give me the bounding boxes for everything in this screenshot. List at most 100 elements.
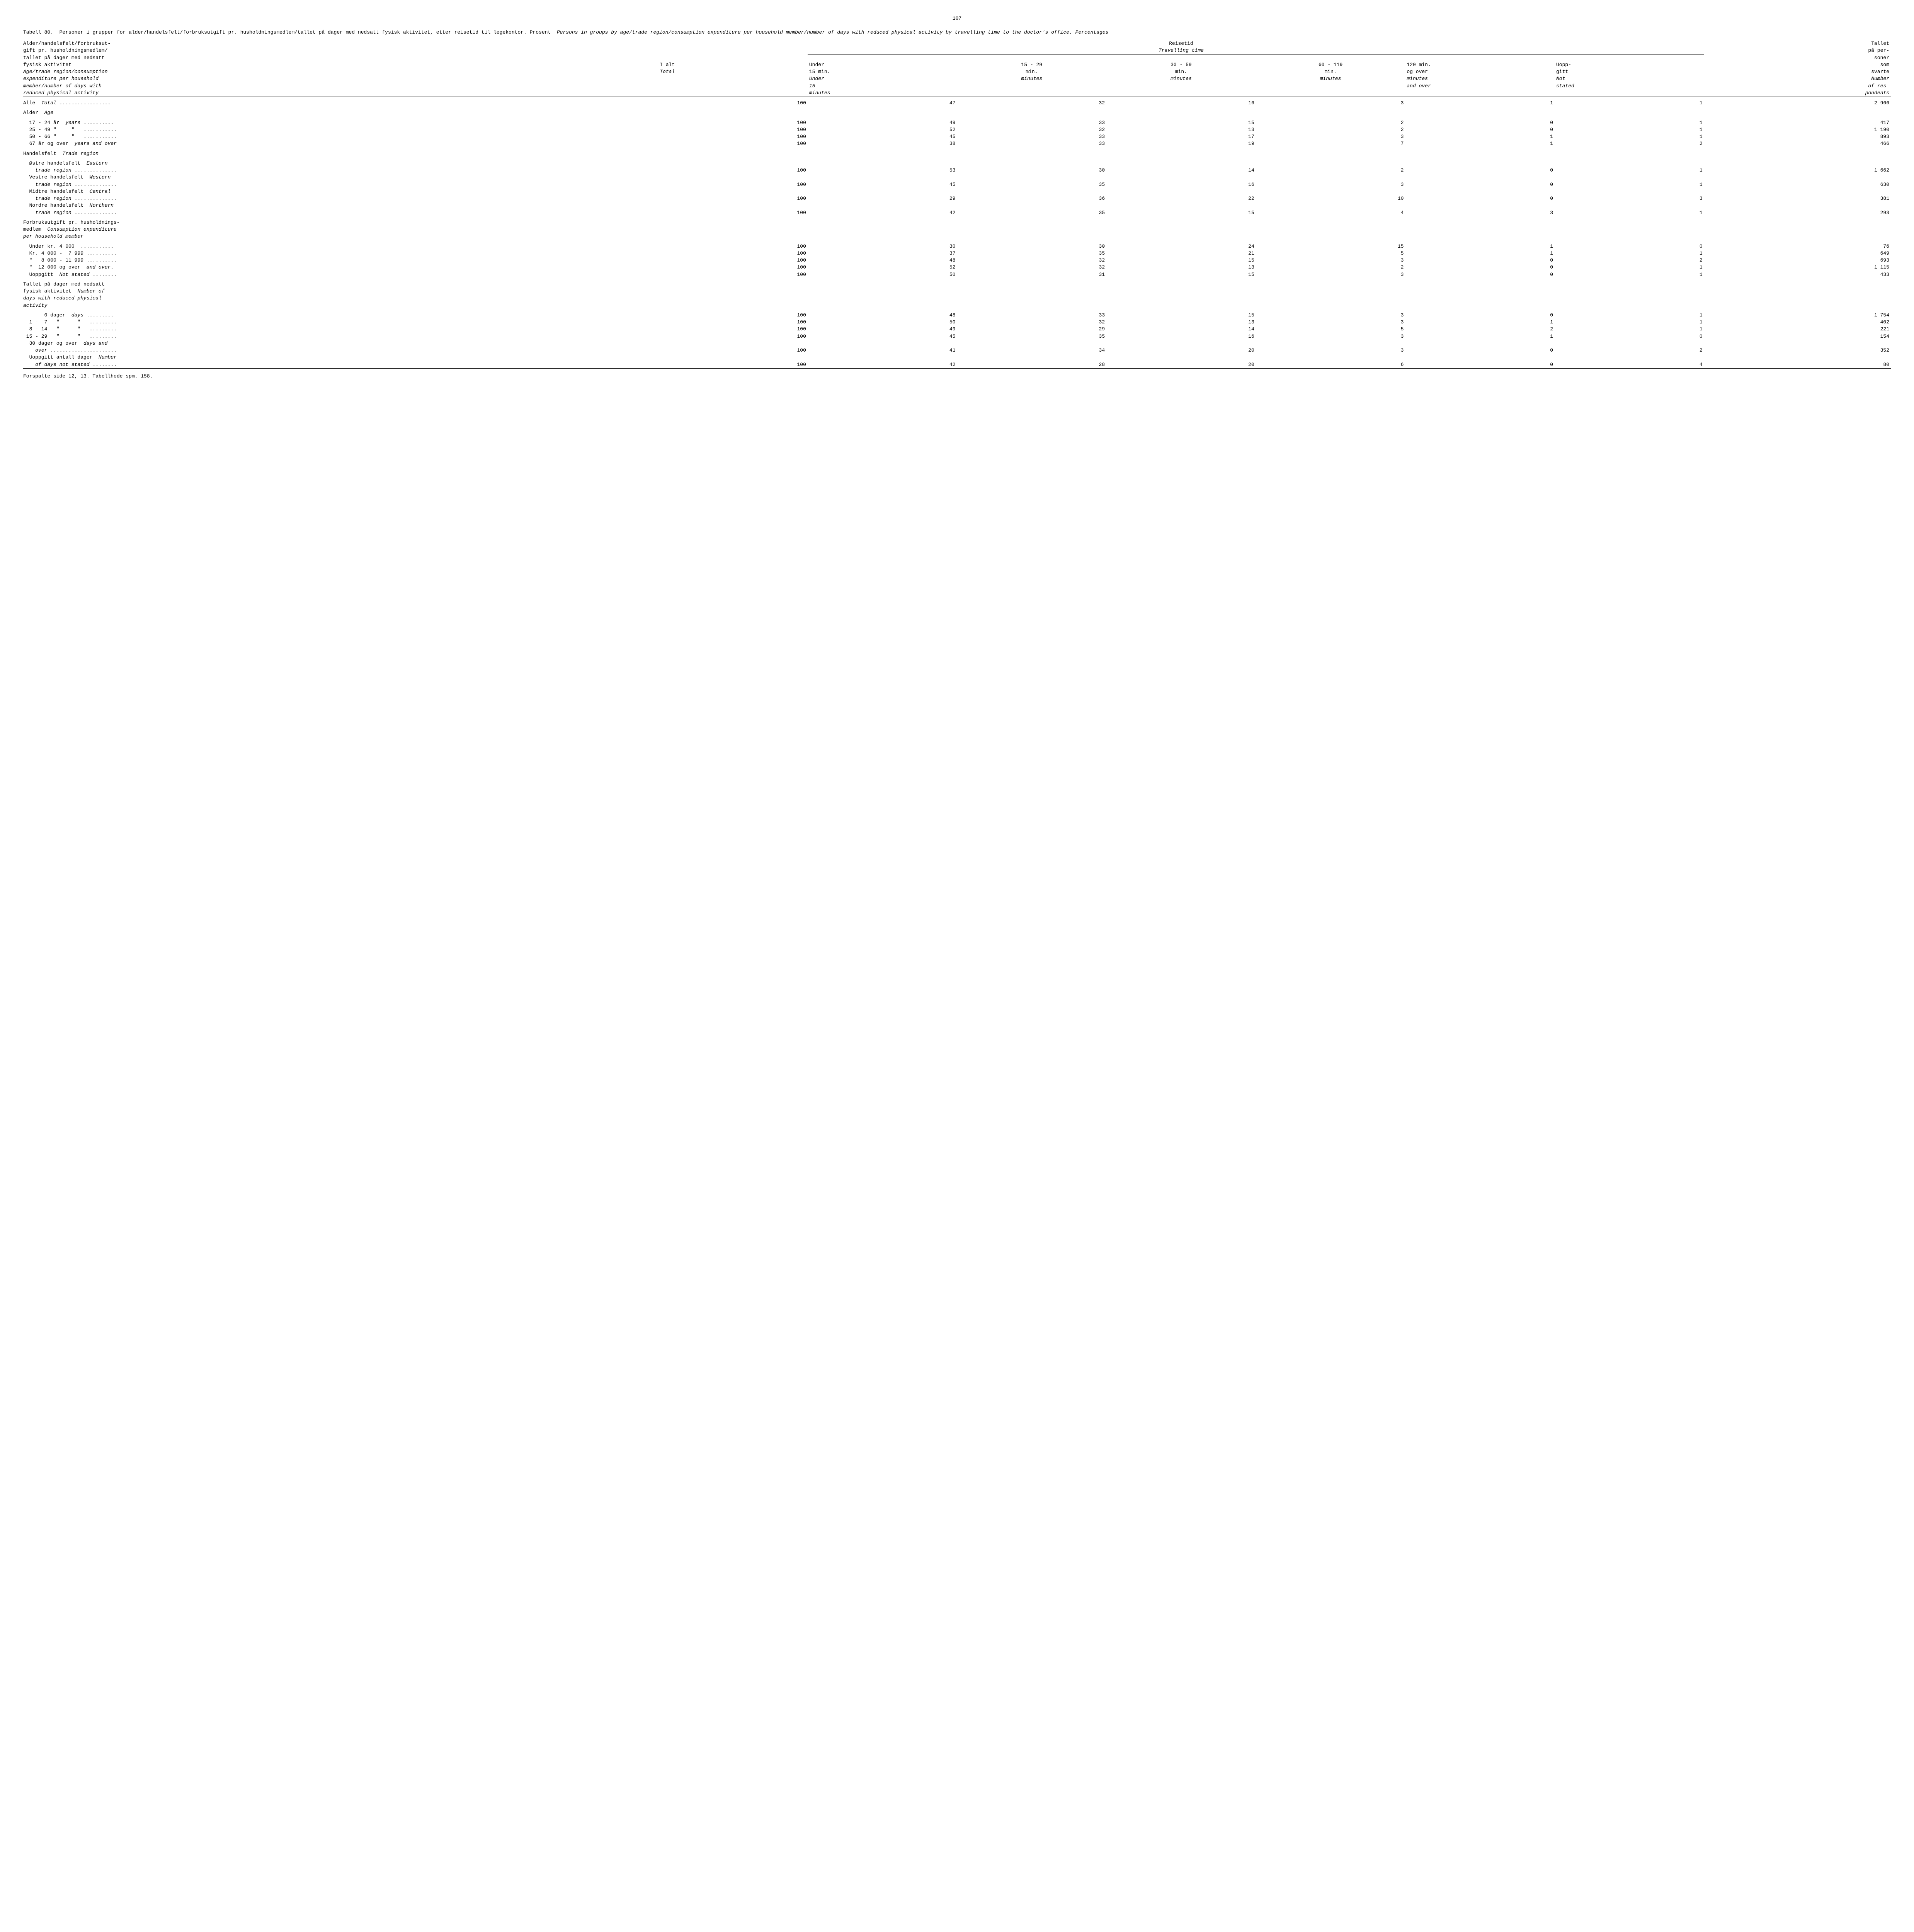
cell-value: 14 <box>1106 167 1256 174</box>
row-label: 50 - 66 " " ........... <box>23 133 658 140</box>
cell-value: 630 <box>1704 181 1891 188</box>
cell-value: 47 <box>808 97 957 107</box>
cell-value: 35 <box>957 250 1107 257</box>
cell-value: 1 <box>1555 133 1704 140</box>
row-label: 30 dager og over days and <box>23 340 658 347</box>
cell-value: 0 <box>1405 117 1555 126</box>
span-travelling-time-en: Travelling time <box>808 47 1555 54</box>
col-120over: 120 min. <box>1405 61 1555 68</box>
cell-value: 29 <box>808 195 957 202</box>
row-label: activity <box>23 302 658 309</box>
table-row: 50 - 66 " " ...........100453317311893 <box>23 133 1891 140</box>
col-under15: Under <box>808 61 957 68</box>
table-row: Vestre handelsfelt Western <box>23 174 1891 181</box>
cell-value: 16 <box>1106 333 1256 340</box>
table-row: 67 år og over years and over100383319712… <box>23 140 1891 147</box>
row-label: Under kr. 4 000 ........... <box>23 240 658 250</box>
table-row: Kr. 4 000 - 7 999 ..........100373521511… <box>23 250 1891 257</box>
row-label: trade region .............. <box>23 209 658 216</box>
table-row: 30 dager og over days and <box>23 340 1891 347</box>
cell-value: 1 <box>1555 181 1704 188</box>
cell-value: 16 <box>1106 181 1256 188</box>
cell-value: 2 <box>1555 257 1704 264</box>
table-row: Uoppgitt antall dager Number <box>23 354 1891 361</box>
row-label: Forbruksutgift pr. husholdnings- <box>23 216 658 226</box>
cell-value: 35 <box>957 181 1107 188</box>
row-label: days with reduced physical <box>23 295 658 302</box>
cell-value: 352 <box>1704 347 1891 354</box>
table-row: " 8 000 - 11 999 ..........1004832153026… <box>23 257 1891 264</box>
title-norwegian: Personer i grupper for alder/handelsfelt… <box>60 29 551 35</box>
cell-value: 10 <box>1256 195 1405 202</box>
cell-value: 15 <box>1256 240 1405 250</box>
cell-value: 100 <box>658 250 808 257</box>
col-notstated: Uopp- <box>1555 61 1704 68</box>
cell-value: 35 <box>957 209 1107 216</box>
row-label: 67 år og over years and over <box>23 140 658 147</box>
cell-value: 34 <box>957 347 1107 354</box>
cell-value: 35 <box>957 333 1107 340</box>
cell-value: 48 <box>808 309 957 319</box>
cell-value: 1 <box>1555 309 1704 319</box>
row-label: 17 - 24 år years .......... <box>23 117 658 126</box>
cell-value: 100 <box>658 126 808 133</box>
cell-value: 154 <box>1704 333 1891 340</box>
table-row: trade region ..............1005330142011… <box>23 167 1891 174</box>
cell-value: 22 <box>1106 195 1256 202</box>
cell-value: 1 754 <box>1704 309 1891 319</box>
table-row: Alder Age <box>23 107 1891 116</box>
cell-value: 100 <box>658 133 808 140</box>
table-label: Tabell 80. <box>23 29 53 35</box>
cell-value: 13 <box>1106 126 1256 133</box>
cell-value: 466 <box>1704 140 1891 147</box>
cell-value: 0 <box>1405 126 1555 133</box>
cell-value: 221 <box>1704 326 1891 333</box>
row-label: Nordre handelsfelt Northern <box>23 202 658 209</box>
table-row: Forbruksutgift pr. husholdnings- <box>23 216 1891 226</box>
cell-value: 15 <box>1106 257 1256 264</box>
cell-value: 1 <box>1555 126 1704 133</box>
cell-value: 100 <box>658 181 808 188</box>
table-row: Alle Total .................100473216311… <box>23 97 1891 107</box>
cell-value: 3 <box>1555 195 1704 202</box>
row-label: 15 - 29 " " ......... <box>23 333 658 340</box>
cell-value: 0 <box>1405 347 1555 354</box>
cell-value: 33 <box>957 140 1107 147</box>
table-row: 0 dager days .........1004833153011 754 <box>23 309 1891 319</box>
cell-value: 52 <box>808 264 957 271</box>
cell-value: 0 <box>1555 240 1704 250</box>
cell-value: 433 <box>1704 271 1891 278</box>
cell-value: 1 <box>1555 326 1704 333</box>
cell-value: 6 <box>1256 361 1405 369</box>
row-label: medlem Consumption expenditure <box>23 226 658 233</box>
row-label: 1 - 7 " " ......... <box>23 319 658 326</box>
cell-value: 100 <box>658 309 808 319</box>
cell-value: 3 <box>1256 319 1405 326</box>
cell-value: 19 <box>1106 140 1256 147</box>
table-row: per household member <box>23 233 1891 240</box>
cell-value: 3 <box>1256 181 1405 188</box>
cell-value: 1 <box>1555 167 1704 174</box>
table-row: Midtre handelsfelt Central <box>23 188 1891 195</box>
row-label: fysisk aktivitet Number of <box>23 288 658 295</box>
cell-value: 49 <box>808 117 957 126</box>
cell-value: 100 <box>658 257 808 264</box>
cell-value: 1 <box>1405 319 1555 326</box>
row-label: " 8 000 - 11 999 .......... <box>23 257 658 264</box>
cell-value: 100 <box>658 361 808 369</box>
table-row: 25 - 49 " " ...........1005232132011 190 <box>23 126 1891 133</box>
cell-value: 1 <box>1405 240 1555 250</box>
table-row: Handelsfelt Trade region <box>23 148 1891 157</box>
cell-value: 3 <box>1256 347 1405 354</box>
row-label: trade region .............. <box>23 181 658 188</box>
cell-value: 48 <box>808 257 957 264</box>
cell-value: 100 <box>658 140 808 147</box>
row-label: Tallet på dager med nedsatt <box>23 278 658 288</box>
cell-value: 13 <box>1106 264 1256 271</box>
cell-value: 50 <box>808 271 957 278</box>
cell-value: 100 <box>658 271 808 278</box>
cell-value: 5 <box>1256 326 1405 333</box>
data-table: Alder/handelsfelt/forbruksut- Reisetid T… <box>23 40 1891 369</box>
cell-value: 32 <box>957 97 1107 107</box>
cell-value: 30 <box>957 240 1107 250</box>
